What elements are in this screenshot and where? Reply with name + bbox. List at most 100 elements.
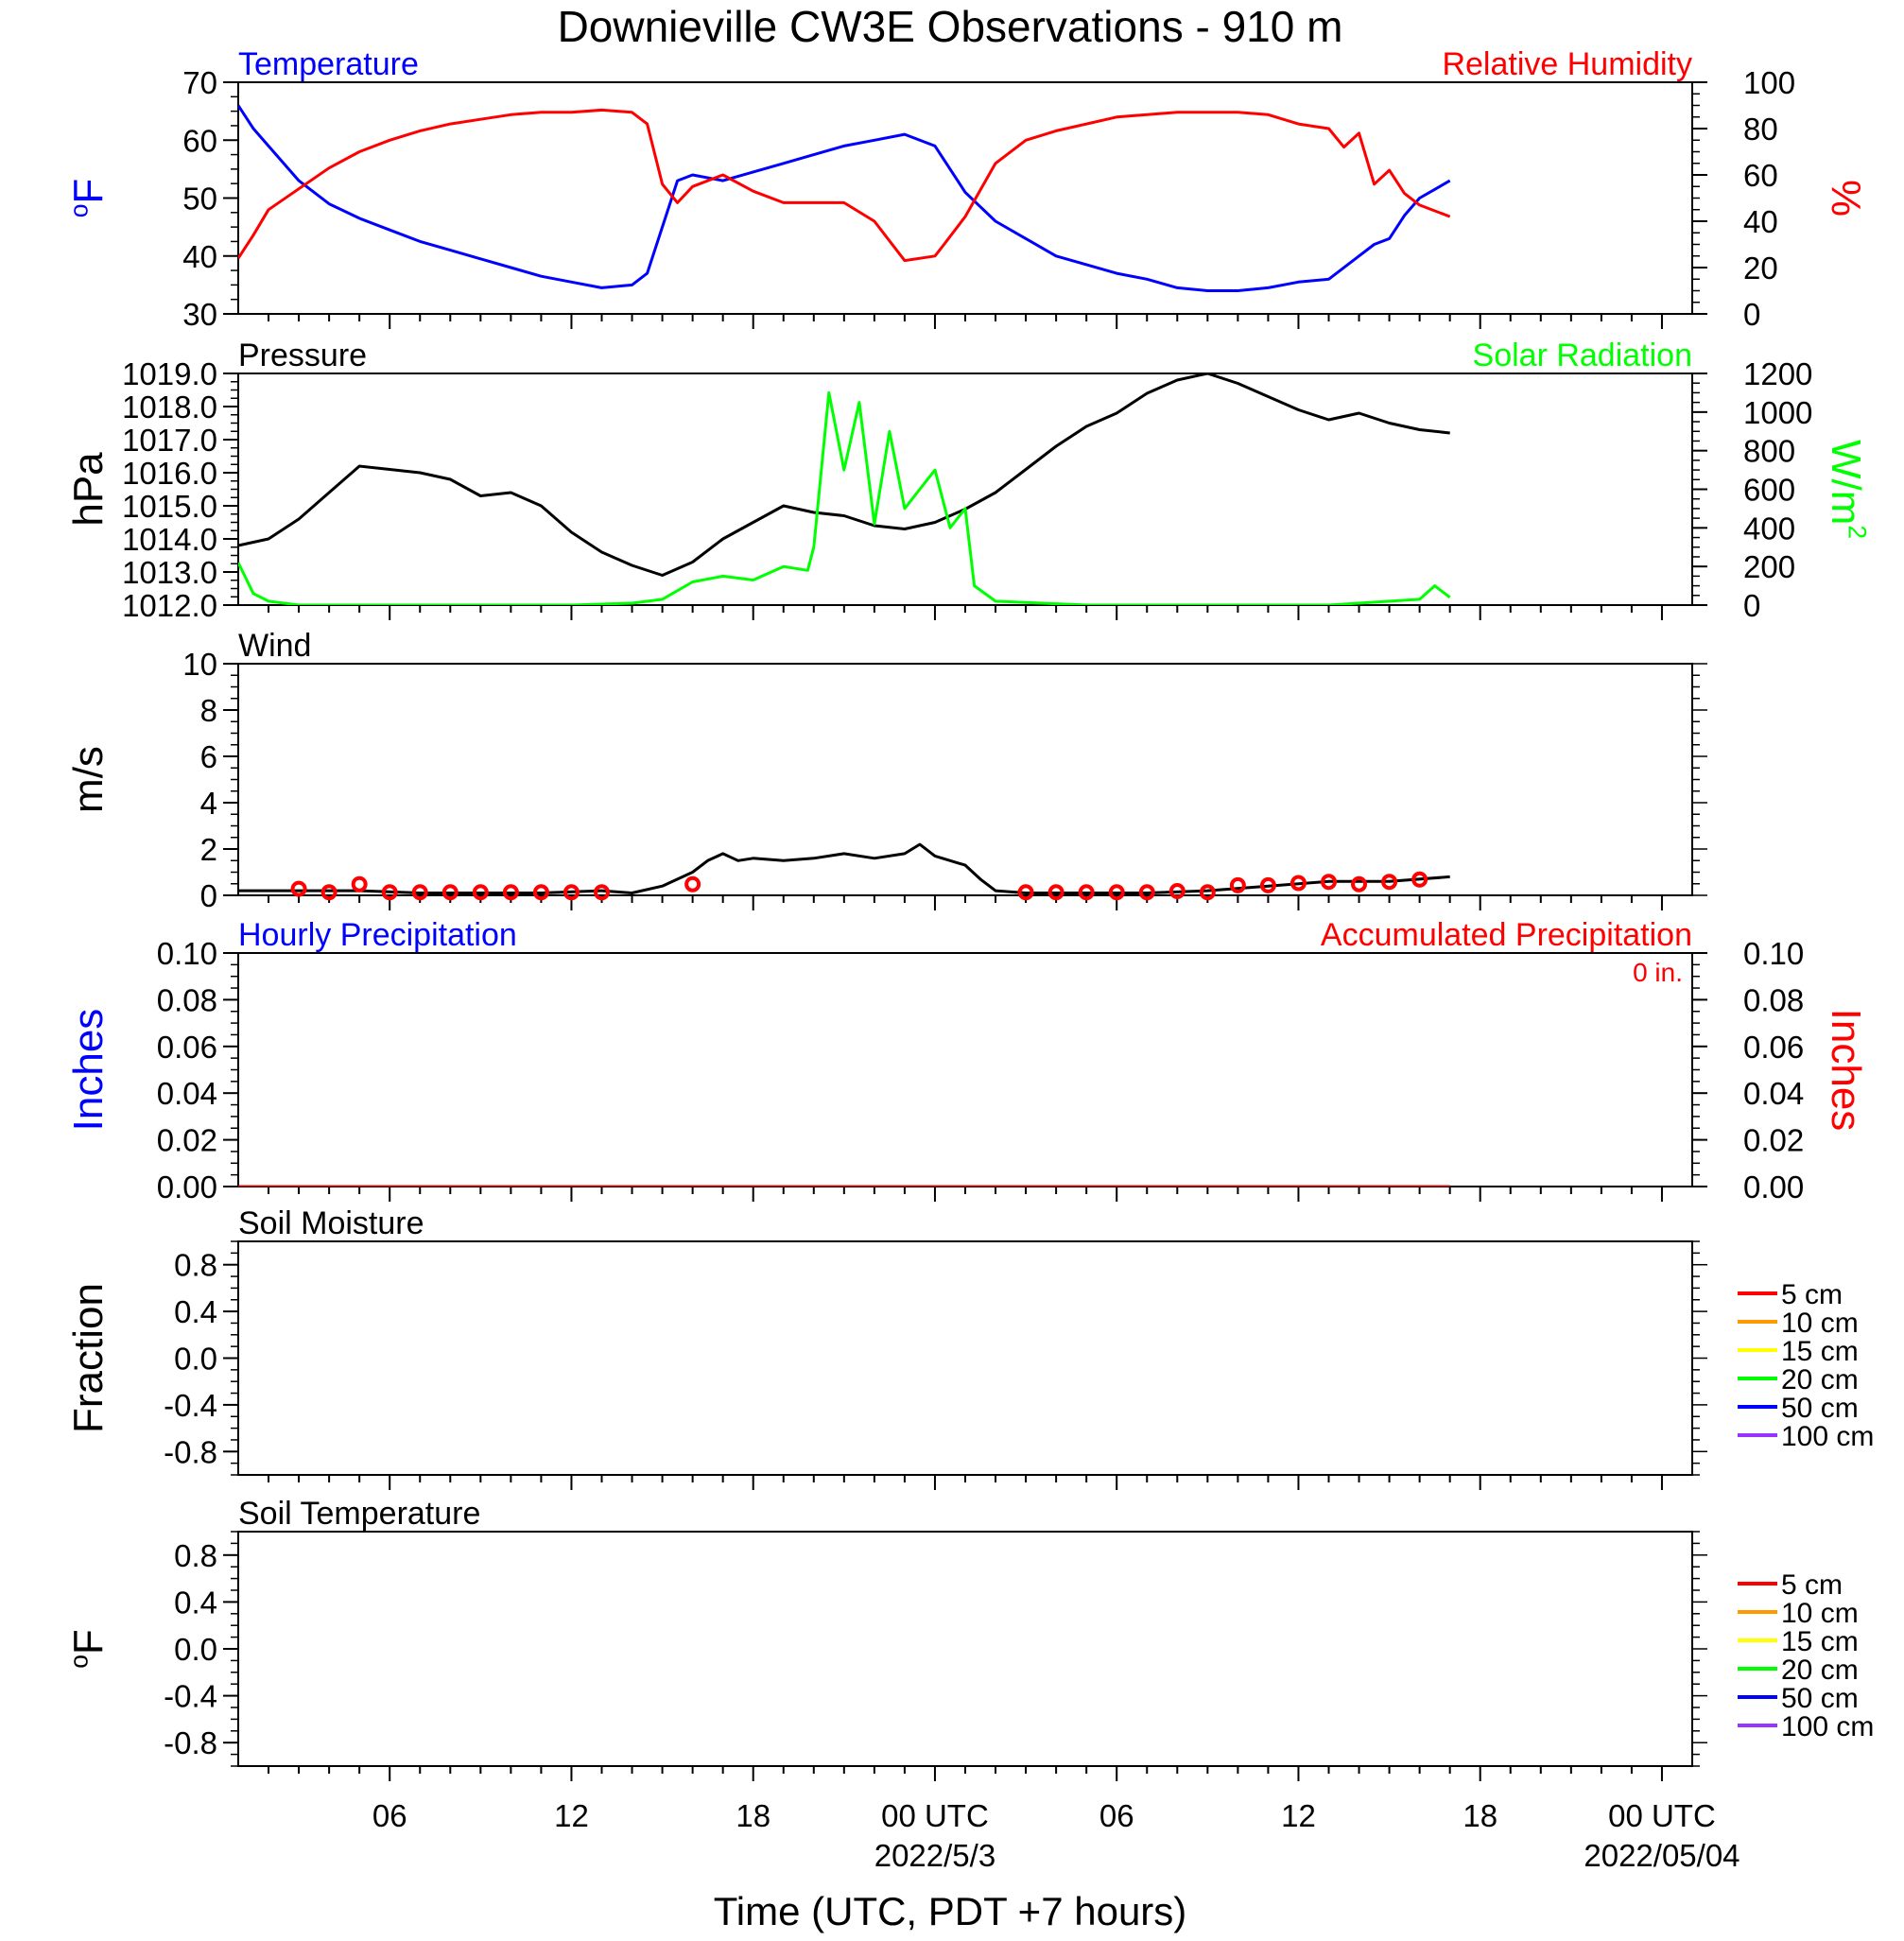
- legend-label: 10 cm: [1781, 1598, 1859, 1629]
- y-tick-label-left: 1014.0: [122, 522, 217, 557]
- y-tick-label-right: 400: [1743, 511, 1795, 546]
- wind-panel: 0 2 4 6 8 10 Wind: [182, 628, 1707, 913]
- legend-label: 20 cm: [1781, 1364, 1859, 1395]
- series-pressure: [238, 373, 1450, 577]
- legend-label: 5 cm: [1781, 1569, 1843, 1601]
- wind-marker: [563, 884, 580, 901]
- legend-label: 15 cm: [1781, 1626, 1859, 1657]
- legend-label: 10 cm: [1781, 1308, 1859, 1339]
- soil_moisture-frame: [237, 1240, 1693, 1476]
- legend-label: 20 cm: [1781, 1655, 1859, 1686]
- y-tick-label-right: 200: [1743, 549, 1795, 584]
- y-tick-label-right: 0: [1743, 297, 1760, 332]
- wind-marker: [532, 884, 549, 901]
- y-tick-label-left: 50: [182, 182, 217, 217]
- x-tick-label: 00 UTC: [1608, 1798, 1716, 1833]
- y-tick-label-left: -0.4: [164, 1388, 217, 1423]
- y-tick-label-left: 1017.0: [122, 423, 217, 458]
- wind-marker: [1411, 871, 1428, 888]
- x-tick-label: 00 UTC: [881, 1798, 989, 1833]
- wind-left-title: Wind: [238, 628, 311, 664]
- precip-ylabel-right: Inches: [1823, 1009, 1869, 1132]
- y-tick-label-left: 0.00: [157, 1170, 217, 1204]
- x-axis-label: Time (UTC, PDT +7 hours): [714, 1889, 1187, 1933]
- series-solar-radiation: [238, 390, 1451, 605]
- y-tick-label-left: 2: [200, 832, 217, 867]
- wind-marker: [1017, 884, 1034, 901]
- x-tick-label: 18: [1463, 1798, 1497, 1833]
- x-tick-label: 18: [736, 1798, 770, 1833]
- wind-ylabel-left: m/s: [65, 746, 112, 813]
- y-tick-label-left: 0.0: [174, 1632, 217, 1667]
- y-tick-label-left: 0.08: [157, 982, 217, 1017]
- y-tick-label-left: 1013.0: [122, 555, 217, 590]
- y-tick-label-right: 600: [1743, 473, 1795, 508]
- wind-marker: [1321, 874, 1337, 891]
- wind-marker: [1290, 875, 1307, 892]
- wind-marker: [1047, 884, 1065, 901]
- y-tick-label-left: 1012.0: [122, 588, 217, 623]
- temp_rh-frame: [237, 81, 1693, 315]
- wind-marker: [1108, 884, 1125, 901]
- pressure_solar-right-title: Solar Radiation: [1473, 338, 1692, 373]
- precip-right-title: Accumulated Precipitation: [1321, 917, 1692, 953]
- y-tick-label-right: 800: [1743, 434, 1795, 469]
- y-tick-label-right: 80: [1743, 112, 1778, 147]
- y-tick-label-left: -0.4: [164, 1679, 217, 1714]
- soil_moisture-left-title: Soil Moisture: [238, 1205, 424, 1241]
- series-relative-humidity: [238, 108, 1451, 263]
- wind-marker: [1138, 884, 1155, 901]
- legend-label: 100 cm: [1781, 1421, 1874, 1452]
- y-tick-label-left: 0.8: [174, 1248, 217, 1283]
- y-tick-label-left: 0.8: [174, 1538, 217, 1573]
- figure-title: Downieville CW3E Observations - 910 m: [558, 2, 1343, 51]
- wind-marker: [1078, 884, 1095, 901]
- wind-marker: [684, 875, 701, 893]
- y-tick-label-left: 4: [200, 786, 217, 821]
- wind-marker: [290, 880, 307, 897]
- y-tick-label-left: 1016.0: [122, 456, 217, 491]
- x-tick-label: 12: [554, 1798, 589, 1833]
- y-tick-label-left: 6: [200, 739, 217, 774]
- y-tick-label-right: 100: [1743, 65, 1795, 100]
- y-tick-label-left: 30: [182, 297, 217, 332]
- soil_temp-panel: -0.8 -0.4 0.0 0.4 0.8 Soil Temperature 5 cm10 …: [164, 1496, 1874, 1781]
- precip-panel: 0.00 0.02 0.04 0.06 0.08 0.10 0.00 0.02 0.04 0.06…: [157, 917, 1804, 1204]
- precip-frame: [237, 952, 1693, 1187]
- y-tick-label-left: 60: [182, 123, 217, 158]
- y-tick-label-left: 0.0: [174, 1342, 217, 1377]
- x-tick-label: 12: [1281, 1798, 1316, 1833]
- y-tick-label-right: 0.04: [1743, 1076, 1804, 1111]
- y-tick-label-right: 60: [1743, 158, 1778, 193]
- y-tick-label-left: 0.04: [157, 1076, 217, 1111]
- temp_rh-ylabel-right: %: [1823, 180, 1869, 217]
- y-tick-label-left: 0.02: [157, 1123, 217, 1158]
- accumulated-precip-annotation: 0 in.: [1633, 958, 1683, 987]
- series-temperature: [238, 104, 1451, 292]
- wind-marker: [320, 884, 338, 901]
- wind-marker: [441, 884, 459, 901]
- y-tick-label-left: 1015.0: [122, 489, 217, 524]
- y-tick-label-right: 1200: [1743, 356, 1812, 391]
- temp_rh-ylabel-left: oF: [65, 179, 112, 218]
- precip-ylabel-left: Inches: [65, 1009, 112, 1132]
- wind-marker: [472, 884, 489, 901]
- precip-left-title: Hourly Precipitation: [238, 917, 517, 953]
- y-tick-label-right: 0.08: [1743, 982, 1804, 1017]
- y-tick-label-left: 70: [182, 65, 217, 100]
- soil_temp-ylabel-left: oF: [65, 1629, 112, 1669]
- pressure_solar-left-title: Pressure: [238, 338, 367, 373]
- series-wind: [238, 842, 1450, 894]
- y-tick-label-left: 0: [200, 878, 217, 913]
- y-tick-label-right: 20: [1743, 251, 1778, 286]
- temp_rh-right-title: Relative Humidity: [1442, 46, 1692, 82]
- y-tick-label-right: 0.06: [1743, 1030, 1804, 1065]
- y-tick-label-right: 1000: [1743, 395, 1812, 430]
- x-tick-label: 06: [372, 1798, 407, 1833]
- wind-marker: [381, 884, 398, 901]
- legend-label: 50 cm: [1781, 1683, 1859, 1714]
- soil_moisture-ylabel-left: Fraction: [65, 1283, 112, 1433]
- legend-label: 5 cm: [1781, 1279, 1843, 1310]
- y-tick-label-left: -0.8: [164, 1434, 217, 1469]
